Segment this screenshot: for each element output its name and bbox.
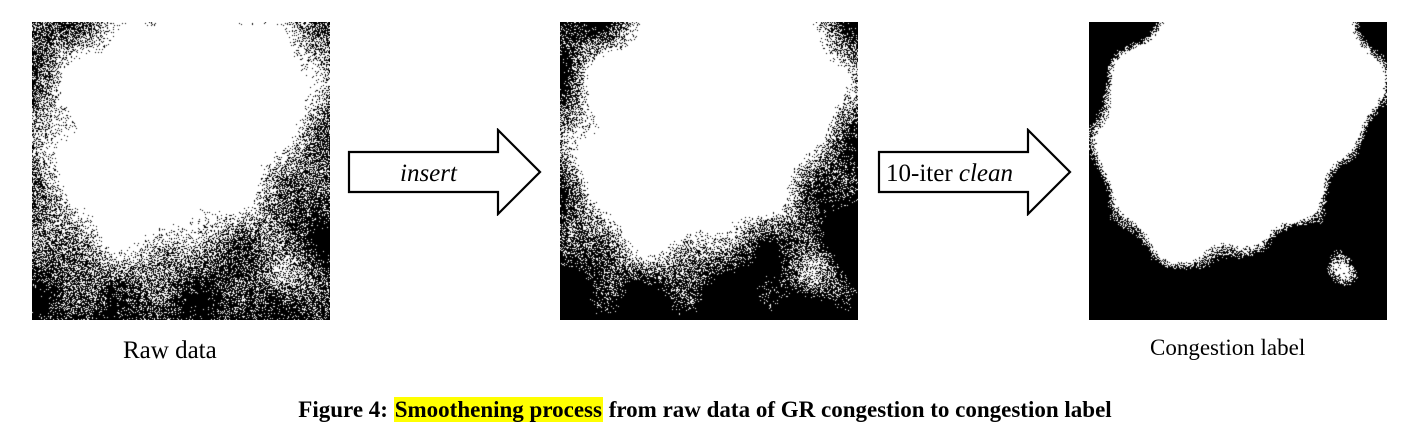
clean-arrow-italic: clean	[958, 160, 1014, 187]
figure-number: Figure 4:	[298, 397, 388, 422]
insert-arrow-label: insert	[400, 160, 457, 187]
clean-arrow-icon	[877, 128, 1072, 216]
insert-arrow-icon	[347, 128, 542, 216]
figure-caption: Figure 4: Smoothening process from raw d…	[0, 395, 1410, 425]
figure-caption-highlight: Smoothening process	[393, 397, 603, 422]
raw-data-caption: Raw data	[123, 337, 217, 364]
clean-arrow-prefix: 10-iter	[886, 160, 959, 187]
clean-arrow-label: 10-iter clean	[886, 159, 1013, 189]
inserted-data-image	[560, 22, 858, 320]
raw-data-image	[32, 22, 330, 320]
figure-caption-rest: from raw data of GR congestion to conges…	[608, 397, 1112, 422]
congestion-label-caption: Congestion label	[1150, 335, 1306, 360]
congestion-label-image	[1089, 22, 1387, 320]
